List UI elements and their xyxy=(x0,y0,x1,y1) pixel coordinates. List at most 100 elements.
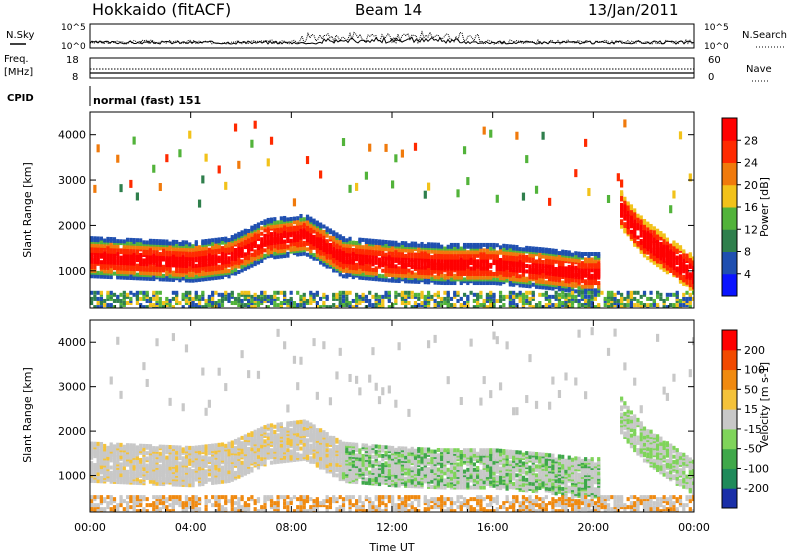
data-cell xyxy=(129,241,133,246)
data-cell xyxy=(443,301,447,306)
data-cell xyxy=(322,229,326,234)
data-cell xyxy=(351,275,355,280)
data-cell xyxy=(276,303,280,308)
data-cell xyxy=(489,294,493,299)
data-cell xyxy=(577,280,581,285)
power-data xyxy=(90,119,694,308)
data-cell xyxy=(266,248,270,253)
data-cell xyxy=(443,290,447,295)
data-cell xyxy=(332,296,336,301)
data-cell xyxy=(184,454,189,459)
data-cell xyxy=(420,241,424,246)
data-cell xyxy=(538,305,542,308)
data-cell xyxy=(374,305,378,308)
data-cell xyxy=(456,262,460,267)
data-cell xyxy=(597,261,601,266)
data-cell xyxy=(688,286,692,291)
data-cell xyxy=(112,444,117,449)
data-cell xyxy=(90,263,94,268)
data-cell xyxy=(96,296,100,301)
data-cell xyxy=(260,290,264,295)
data-cell xyxy=(175,455,179,460)
data-cell xyxy=(508,294,512,299)
data-cell xyxy=(606,194,611,203)
data-cell xyxy=(319,222,323,227)
data-cell xyxy=(145,290,149,295)
data-cell xyxy=(116,298,120,303)
data-cell xyxy=(99,290,104,295)
data-cell xyxy=(544,260,548,265)
data-cell xyxy=(570,290,575,295)
data-cell xyxy=(283,215,287,220)
data-cell xyxy=(155,298,159,303)
data-cell xyxy=(214,290,218,295)
data-cell xyxy=(548,275,552,280)
data-cell xyxy=(453,273,457,278)
data-cell xyxy=(132,443,136,448)
data-cell xyxy=(194,240,198,245)
data-cell xyxy=(142,470,146,475)
data-cell xyxy=(106,303,110,308)
data-cell xyxy=(341,298,346,303)
data-cell xyxy=(125,292,130,297)
data-cell xyxy=(534,303,539,308)
data-cell xyxy=(544,292,548,297)
data-cell xyxy=(662,301,666,306)
data-cell xyxy=(685,280,689,285)
data-cell xyxy=(243,292,247,297)
data-cell xyxy=(224,468,228,473)
data-cell xyxy=(584,268,588,273)
data-cell xyxy=(603,303,607,308)
data-cell xyxy=(158,464,162,469)
data-cell xyxy=(184,290,189,295)
data-cell xyxy=(675,290,679,295)
data-cell xyxy=(400,290,405,295)
colorbar-swatch xyxy=(722,118,737,141)
data-cell xyxy=(276,236,280,241)
data-cell xyxy=(286,301,290,306)
data-cell xyxy=(649,223,653,228)
nsearch-label: N.Search xyxy=(742,30,787,41)
data-cell xyxy=(269,224,274,229)
data-cell xyxy=(119,495,123,500)
data-cell xyxy=(148,503,153,508)
data-cell xyxy=(515,244,519,249)
data-cell xyxy=(269,246,274,251)
data-cell xyxy=(358,257,362,262)
data-cell xyxy=(103,447,107,452)
data-cell xyxy=(498,258,503,263)
data-cell xyxy=(407,263,411,268)
data-cell xyxy=(155,495,159,500)
data-cell xyxy=(633,221,637,226)
data-cell xyxy=(197,450,202,455)
data-cell xyxy=(106,292,110,297)
data-cell xyxy=(152,446,156,451)
data-cell xyxy=(312,253,316,258)
data-cell xyxy=(394,240,398,245)
data-cell xyxy=(659,260,663,265)
data-cell xyxy=(302,217,306,222)
data-cell xyxy=(525,245,529,250)
data-cell xyxy=(675,292,679,297)
data-cell xyxy=(328,246,333,251)
data-cell xyxy=(240,505,244,510)
data-cell xyxy=(669,249,673,254)
data-cell xyxy=(642,240,647,245)
data-cell xyxy=(508,280,512,285)
data-cell xyxy=(377,244,382,249)
data-cell xyxy=(289,222,293,227)
data-cell xyxy=(171,250,175,255)
data-cell xyxy=(247,294,251,299)
data-cell xyxy=(485,253,490,258)
data-cell xyxy=(482,248,486,253)
data-cell xyxy=(269,296,274,301)
data-cell xyxy=(639,301,643,306)
data-cell xyxy=(247,303,251,308)
data-cell xyxy=(564,296,568,301)
data-cell xyxy=(394,298,398,303)
data-cell xyxy=(168,503,172,508)
data-cell xyxy=(485,242,490,247)
data-cell xyxy=(240,495,244,500)
data-cell xyxy=(610,296,614,301)
